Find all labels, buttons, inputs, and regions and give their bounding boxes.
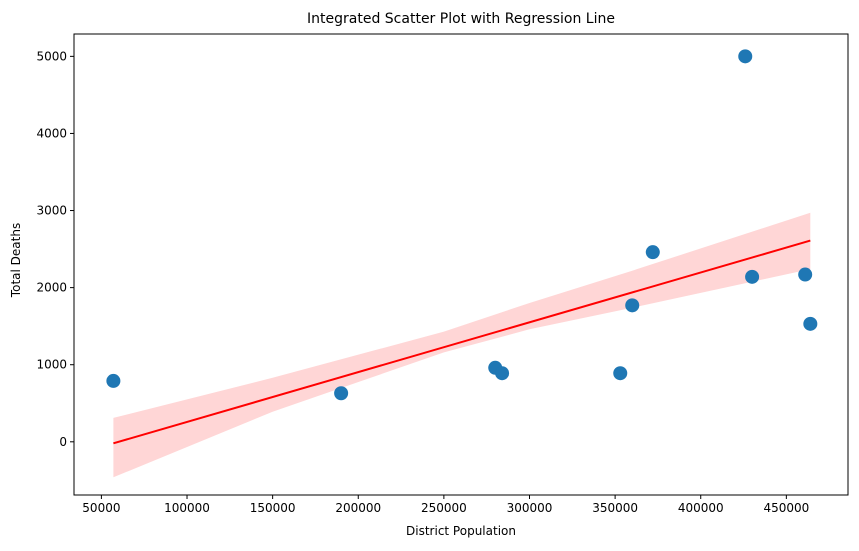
regression-line-layer xyxy=(113,239,811,445)
regression-line xyxy=(113,239,811,445)
x-tick-label: 100000 xyxy=(164,501,210,515)
scatter-point xyxy=(798,267,813,282)
x-tick-label: 200000 xyxy=(335,501,381,515)
x-tick-label: 50000 xyxy=(82,501,120,515)
scatter-point xyxy=(613,366,628,381)
scatter-point xyxy=(738,49,753,64)
y-tick-label: 4000 xyxy=(36,126,67,140)
x-tick-label: 250000 xyxy=(421,501,467,515)
y-axis-label: Total Deaths xyxy=(9,223,23,298)
scatter-point xyxy=(745,269,760,284)
x-tick-label: 150000 xyxy=(250,501,296,515)
x-tick-label: 400000 xyxy=(678,501,724,515)
axes-layer: 50000 100000 150000 200000 250000 300000 35000… xyxy=(36,33,849,515)
scatter-point xyxy=(803,316,818,331)
confidence-band-layer xyxy=(113,212,811,478)
x-tick-label: 350000 xyxy=(592,501,638,515)
x-tick-label: 450000 xyxy=(763,501,809,515)
y-tick-label: 5000 xyxy=(36,49,67,63)
confidence-band xyxy=(113,212,811,478)
x-tick-label: 300000 xyxy=(507,501,553,515)
x-axis-label: District Population xyxy=(406,524,516,538)
y-tick-label: 2000 xyxy=(36,281,67,295)
scatter-point xyxy=(106,373,121,388)
plot-frame xyxy=(73,33,849,496)
y-tick-label: 0 xyxy=(59,435,67,449)
scatter-points-layer xyxy=(106,49,818,401)
scatter-point xyxy=(645,245,660,260)
y-tick-label: 1000 xyxy=(36,358,67,372)
y-tick-label: 3000 xyxy=(36,204,67,218)
chart-title: Integrated Scatter Plot with Regression … xyxy=(307,11,615,27)
scatter-point xyxy=(495,366,510,381)
scatter-point xyxy=(625,298,640,313)
scatter-point xyxy=(334,386,349,401)
